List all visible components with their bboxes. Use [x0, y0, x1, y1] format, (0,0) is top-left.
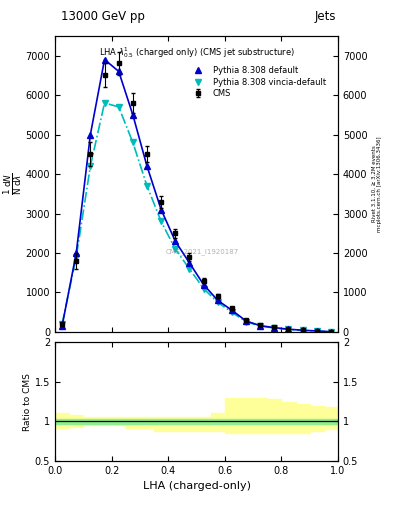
Pythia 8.308 default: [230, 307, 234, 313]
Pythia 8.308 vincia-default: [258, 323, 263, 329]
Pythia 8.308 default: [88, 132, 93, 138]
Line: Pythia 8.308 vincia-default: Pythia 8.308 vincia-default: [59, 100, 334, 334]
Y-axis label: $\frac{1}{\mathrm{N}} \frac{\mathrm{d}N}{\mathrm{d}\lambda}$: $\frac{1}{\mathrm{N}} \frac{\mathrm{d}N}…: [2, 173, 24, 195]
Pythia 8.308 vincia-default: [314, 328, 319, 334]
Pythia 8.308 default: [201, 282, 206, 288]
Pythia 8.308 vincia-default: [159, 218, 163, 224]
Pythia 8.308 default: [215, 297, 220, 304]
Text: Jets: Jets: [314, 10, 336, 23]
Pythia 8.308 default: [329, 329, 333, 335]
Pythia 8.308 vincia-default: [215, 300, 220, 306]
Line: Pythia 8.308 default: Pythia 8.308 default: [59, 57, 334, 334]
Pythia 8.308 vincia-default: [60, 321, 64, 327]
Pythia 8.308 default: [272, 325, 277, 331]
Pythia 8.308 vincia-default: [116, 104, 121, 110]
Pythia 8.308 vincia-default: [286, 326, 291, 332]
Pythia 8.308 vincia-default: [145, 183, 149, 189]
Pythia 8.308 vincia-default: [329, 329, 333, 335]
Pythia 8.308 default: [258, 323, 263, 329]
Pythia 8.308 default: [145, 163, 149, 169]
Pythia 8.308 vincia-default: [230, 309, 234, 315]
Text: LHA $\lambda^{1}_{0.5}$ (charged only) (CMS jet substructure): LHA $\lambda^{1}_{0.5}$ (charged only) (…: [99, 45, 294, 59]
Pythia 8.308 default: [102, 56, 107, 62]
X-axis label: LHA (charged-only): LHA (charged-only): [143, 481, 250, 491]
Text: CMS_2021_I1920187: CMS_2021_I1920187: [165, 249, 239, 255]
Pythia 8.308 default: [187, 260, 192, 266]
Pythia 8.308 default: [74, 250, 79, 256]
Pythia 8.308 default: [116, 68, 121, 74]
Pythia 8.308 vincia-default: [187, 266, 192, 272]
Pythia 8.308 vincia-default: [272, 325, 277, 331]
Pythia 8.308 vincia-default: [300, 327, 305, 333]
Legend: Pythia 8.308 default, Pythia 8.308 vincia-default, CMS: Pythia 8.308 default, Pythia 8.308 vinci…: [187, 63, 328, 101]
Y-axis label: Ratio to CMS: Ratio to CMS: [23, 373, 32, 431]
Pythia 8.308 default: [300, 327, 305, 333]
Text: 13000 GeV pp: 13000 GeV pp: [61, 10, 145, 23]
Pythia 8.308 vincia-default: [88, 163, 93, 169]
Pythia 8.308 default: [60, 323, 64, 329]
Pythia 8.308 vincia-default: [74, 254, 79, 260]
Pythia 8.308 default: [173, 238, 178, 244]
Pythia 8.308 default: [286, 326, 291, 332]
Pythia 8.308 vincia-default: [102, 100, 107, 106]
Pythia 8.308 vincia-default: [173, 246, 178, 252]
Y-axis label: Rivet 3.1.10, ≥ 3.2M events
mcplots.cern.ch [arXiv:1306.3436]: Rivet 3.1.10, ≥ 3.2M events mcplots.cern…: [372, 136, 382, 232]
Pythia 8.308 default: [130, 112, 135, 118]
Pythia 8.308 default: [244, 318, 248, 324]
Pythia 8.308 vincia-default: [201, 286, 206, 292]
Pythia 8.308 default: [159, 206, 163, 212]
Pythia 8.308 vincia-default: [244, 318, 248, 325]
Pythia 8.308 vincia-default: [130, 139, 135, 145]
Pythia 8.308 default: [314, 328, 319, 334]
